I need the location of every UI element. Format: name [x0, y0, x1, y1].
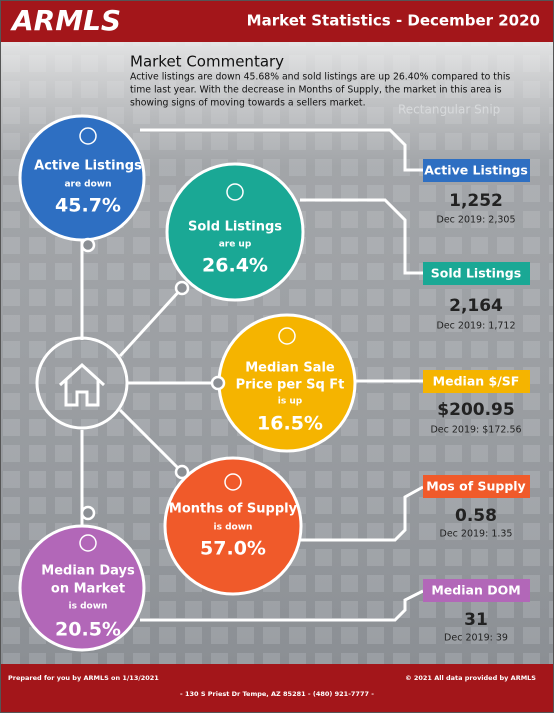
house-roof: [58, 362, 106, 387]
circle-label: Sold Listings: [188, 220, 282, 235]
circle-label: Active Listings: [34, 159, 142, 174]
house-body: [64, 380, 100, 407]
stat-box: [423, 370, 530, 393]
stat-label: Median $/SF: [433, 374, 520, 389]
commentary-line: Active listings are down 45.68% and sold…: [130, 72, 510, 83]
dot: [174, 464, 190, 480]
connector: [140, 589, 424, 622]
header-bar: [0, 0, 554, 42]
commentary-title: Market Commentary: [130, 53, 284, 71]
circle-sub: is down: [214, 523, 253, 533]
header-title: Market Statistics - December 2020: [247, 12, 540, 30]
stat-label: Median DOM: [431, 583, 520, 598]
connector: [300, 485, 424, 542]
circle-label: Months of Supply: [169, 502, 298, 517]
circle-value: 57.0%: [200, 538, 266, 560]
connector: [140, 128, 423, 172]
stat-value: 0.58: [455, 506, 497, 526]
stat-prior: Dec 2019: $172.56: [430, 425, 521, 436]
stat-box: [423, 262, 530, 285]
footer-bar: [0, 664, 554, 713]
connector: [300, 198, 423, 275]
dom-circle: [18, 524, 146, 652]
stat-label: Sold Listings: [431, 266, 521, 281]
circle-sub: are up: [219, 240, 252, 250]
stat-box: [423, 475, 530, 498]
footer-left: Prepared for you by ARMLS on 1/13/2021: [8, 674, 159, 682]
stat-value: 31: [464, 610, 488, 630]
stat-prior: Dec 2019: 2,305: [437, 215, 516, 226]
circle-label: Price per Sq Ft: [236, 378, 345, 393]
footer-right: © 2021 All data provided by ARMLS: [405, 674, 536, 682]
stat-prior: Dec 2019: 1.35: [440, 529, 513, 540]
stat-value: 1,252: [449, 191, 503, 211]
house-circle: [35, 336, 129, 430]
commentary-line: showing signs of moving towards a seller…: [130, 98, 366, 109]
stat-prior: Dec 2019: 1,712: [437, 321, 516, 332]
snip-overlay: Rectangular Snip: [398, 103, 500, 117]
dot: [80, 505, 96, 521]
circle-sub: is down: [69, 602, 108, 612]
logo: ARMLS: [10, 4, 121, 37]
circle-value: 16.5%: [257, 413, 323, 435]
circle-value: 20.5%: [55, 619, 121, 641]
circle-value: 45.7%: [55, 195, 121, 217]
icon: [226, 183, 244, 201]
dot: [80, 237, 96, 253]
circle-label: Median Days: [41, 564, 135, 579]
commentary-line: time last year. With the decrease in Mon…: [130, 85, 502, 96]
icon: [278, 327, 296, 345]
footer-address: - 130 S Priest Dr Tempe, AZ 85281 - (480…: [180, 690, 374, 698]
stat-value: 2,164: [449, 296, 503, 316]
dot: [174, 280, 190, 296]
circle-value: 26.4%: [202, 255, 268, 277]
dot: [210, 375, 226, 391]
circle-sub: is up: [278, 397, 303, 407]
circle-label: on Market: [51, 582, 125, 597]
connector: [118, 408, 184, 474]
stat-prior: Dec 2019: 39: [444, 633, 508, 644]
stat-label: Active Listings: [424, 163, 528, 178]
stat-box: [423, 159, 530, 182]
stat-value: $200.95: [437, 400, 514, 420]
sold-circle: [165, 162, 305, 302]
icon: [224, 473, 242, 491]
stat-label: Mos of Supply: [426, 479, 525, 494]
circle-sub: are down: [64, 180, 111, 190]
supply-circle: [163, 456, 303, 596]
connector: [118, 286, 184, 358]
icon: [79, 534, 97, 552]
active-circle: [18, 114, 146, 242]
stat-box: [423, 579, 530, 602]
icon: [79, 127, 97, 145]
circle-label: Median Sale: [245, 361, 335, 376]
